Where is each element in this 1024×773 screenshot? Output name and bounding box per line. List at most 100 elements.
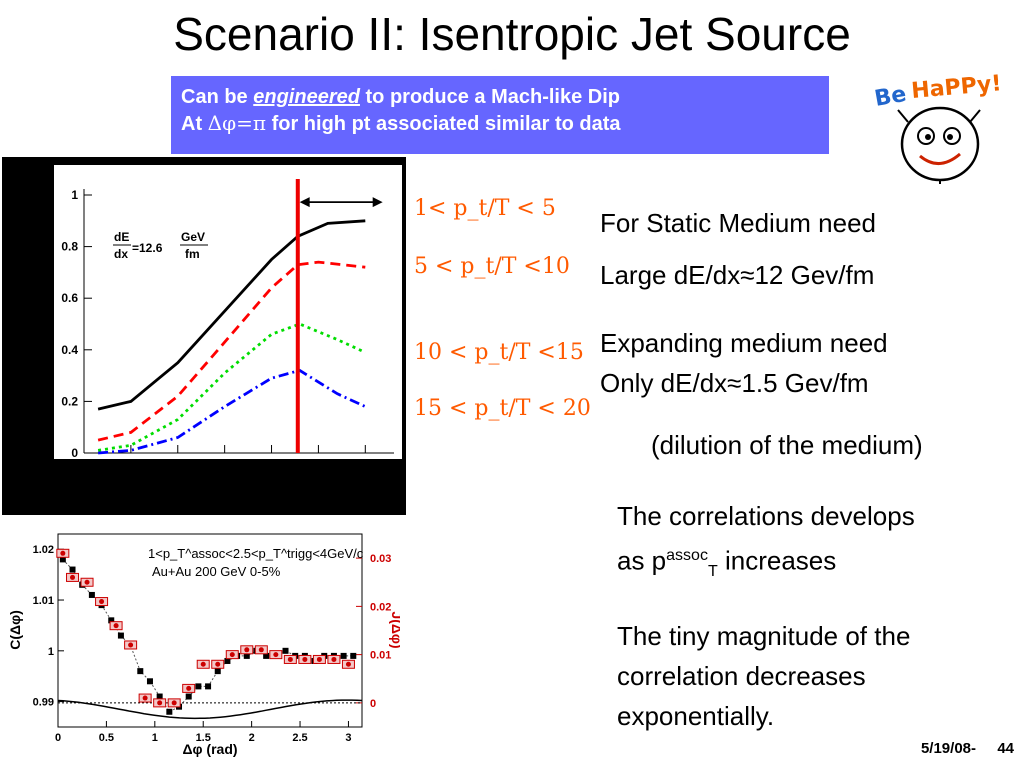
slide-title: Scenario II: Isentropic Jet Source <box>173 8 851 60</box>
x-tick-label: 2 <box>268 458 275 472</box>
y-tick-label-right: 0.01 <box>370 650 391 662</box>
data-point-c <box>224 657 231 664</box>
y-tick-label-left: 0.99 <box>33 697 54 709</box>
callout-line-1: Can be engineered to produce a Mach-like… <box>181 84 819 110</box>
y-tick-label: 0.4 <box>61 343 78 357</box>
series-line <box>97 219 366 411</box>
y-axis-label-left: C(Δφ) <box>7 610 23 650</box>
x-tick-label: 3 <box>362 458 369 472</box>
right-text-sup: assoc <box>666 547 708 564</box>
right-text-3: Expanding medium need <box>600 328 888 358</box>
y-tick-label: 0 <box>71 446 78 460</box>
callout-text: to produce a Mach-like Dip <box>359 86 621 108</box>
y-tick-label-left: 1.02 <box>33 544 54 556</box>
callout-text: for high pt associated similar to data <box>266 113 621 135</box>
x-tick-label: 3 <box>345 732 351 744</box>
data-point-j <box>60 550 66 556</box>
harmonic-curve <box>57 699 363 720</box>
data-point-j <box>128 642 134 648</box>
data-point-j <box>200 661 206 667</box>
chart-panel-bottom: 0 0.5 1 1.5 2 2.5 3 0.99 1 1.01 1.02 0 0.01 0.02 0.03 1… <box>0 522 405 768</box>
chart-panel-top: 0 0.5 1 1.5 2 2.5 3 0 0.2 0.4 0.6 0.8 1 dE dx =12.6 GeV f… <box>2 157 406 515</box>
data-point-j <box>273 652 279 658</box>
x-tick-label: 0 <box>81 458 88 472</box>
data-point-j <box>331 656 337 662</box>
data-point-c <box>195 683 202 690</box>
x-tick-label: 0 <box>55 732 61 744</box>
data-point-c <box>137 668 144 675</box>
data-point-c <box>185 693 192 700</box>
y-tick-label: 0.8 <box>61 240 78 254</box>
data-point-c <box>59 556 66 563</box>
y-tick-label: 1 <box>71 188 78 202</box>
data-point-j <box>258 647 264 653</box>
x-tick-label: 1.5 <box>216 458 233 472</box>
annotation-val: =12.6 <box>132 241 163 255</box>
data-point-j <box>345 661 351 667</box>
y-axis-label-right: J(Δφ) <box>389 611 400 648</box>
data-point-c <box>69 566 76 573</box>
data-point-j <box>142 695 148 701</box>
annotation-unit-num: GeV <box>181 230 205 244</box>
data-point-c <box>263 652 270 659</box>
annotation-num: dE <box>114 230 129 244</box>
right-text-6: The correlations develops <box>617 501 915 531</box>
arrow-head-left <box>299 197 310 208</box>
callout-line-2: At Δφ=π for high pt associated similar t… <box>181 110 819 137</box>
data-point-c <box>88 591 95 598</box>
data-point-c <box>108 617 115 624</box>
svg-text:HaPPy!: HaPPy! <box>910 72 1002 104</box>
y-tick-label-right: 0 <box>370 698 376 710</box>
annotation-cuts: 1<p_T^assoc<2.5<p_T^trigg<4GeV/c <box>148 546 364 561</box>
right-text-2: Large dE/dx≈12 Gev/fm <box>600 260 875 290</box>
data-point-j <box>70 574 76 580</box>
series-line <box>97 260 366 442</box>
data-point-c <box>214 668 221 675</box>
arrow-head-right <box>372 197 383 208</box>
x-tick-label: 1 <box>152 732 158 744</box>
data-point-c <box>117 632 124 639</box>
right-text-5: (dilution of the medium) <box>651 430 923 460</box>
x-tick-label: 0.5 <box>99 732 114 744</box>
svg-text:Be: Be <box>873 82 909 112</box>
data-point-j <box>302 656 308 662</box>
data-point-j <box>186 685 192 691</box>
series-line <box>97 322 366 452</box>
annotation-unit-den: fm <box>185 247 200 261</box>
series-line <box>97 368 366 455</box>
data-point-c <box>282 647 289 654</box>
right-text-10: exponentially. <box>617 701 775 731</box>
y-tick-label: 0.2 <box>61 394 78 408</box>
data-point-j <box>287 656 293 662</box>
plot-area <box>54 165 402 459</box>
page-number: 44 <box>997 740 1014 757</box>
data-point-c <box>156 693 163 700</box>
footer-date: 5/19/08- <box>920 740 976 757</box>
x-tick-label: 2 <box>249 732 255 744</box>
data-point-j <box>171 700 177 706</box>
legend-label-3: 10 < p_t/T <15 <box>414 340 584 365</box>
callout-symbol: Δφ=π <box>207 111 267 135</box>
right-text-4: Only dE/dx≈1.5 Gev/fm <box>600 368 869 398</box>
correlation-chart: 0 0.5 1 1.5 2 2.5 3 0.99 1 1.01 1.02 0 0.01 0.02 0.03 1… <box>7 533 405 757</box>
legend-label-1: 1< p_t/T < 5 <box>414 196 556 221</box>
y-tick-label-right: 0.03 <box>370 553 391 565</box>
x-tick-label: 0.5 <box>123 458 140 472</box>
x-tick-label: 1 <box>174 458 181 472</box>
legend-label-4: 15 < p_t/T < 20 <box>414 396 591 421</box>
data-point-j <box>229 652 235 658</box>
y-tick-label-right: 0.02 <box>370 601 391 613</box>
right-text-sub: T <box>707 562 718 580</box>
data-point-j <box>157 700 163 706</box>
x-axis-label: Δφ (rad) <box>182 741 237 757</box>
right-text-part: increases <box>717 545 837 576</box>
annotation-system: Au+Au 200 GeV 0-5% <box>152 564 281 579</box>
plot-frame <box>57 533 363 728</box>
data-point-c <box>340 652 347 659</box>
data-point-c <box>350 652 357 659</box>
callout-text: At <box>181 113 208 135</box>
data-point-j <box>113 623 119 629</box>
data-point-j <box>99 599 105 605</box>
data-point-j <box>84 579 90 585</box>
dedx-chart: 0 0.5 1 1.5 2 2.5 3 0 0.2 0.4 0.6 0.8 1 dE dx =12.6 GeV f… <box>54 165 402 472</box>
